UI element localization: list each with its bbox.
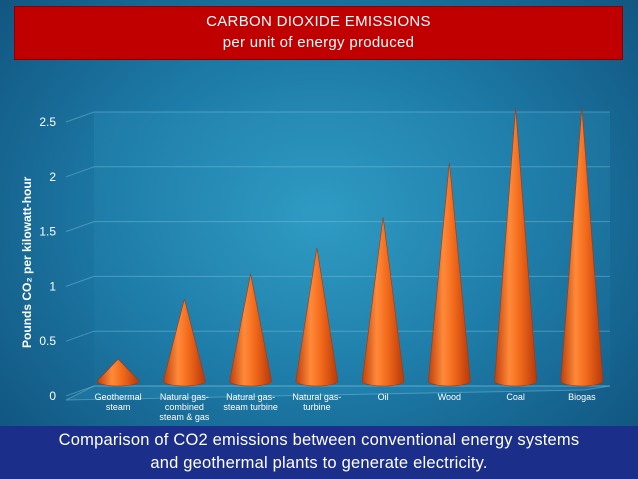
- x-tick-label: Wood: [438, 392, 461, 402]
- cone-bar: [229, 273, 272, 387]
- x-tick-label: Natural gas-: [160, 392, 209, 402]
- x-tick-label: Oil: [378, 392, 389, 402]
- x-tick-label: Coal: [506, 392, 525, 402]
- cone-bar: [560, 107, 604, 387]
- caption-line-1: Comparison of CO2 emissions between conv…: [58, 431, 580, 449]
- gridline-side: [65, 275, 95, 287]
- cone-bar: [428, 162, 471, 387]
- x-tick-label: combined: [165, 402, 204, 412]
- x-tick-label: Natural gas-: [292, 392, 341, 402]
- cone-bar: [96, 358, 140, 387]
- y-tick-label: 1.5: [39, 225, 56, 239]
- y-tick-label: 0: [49, 389, 56, 403]
- x-tick-label: turbine: [303, 402, 331, 412]
- x-tick-label: Natural gas-: [226, 392, 275, 402]
- x-tick-label: Geothermal: [95, 392, 142, 402]
- y-axis-label: Pounds CO₂ per kilowatt-hour: [20, 176, 34, 348]
- x-tick-label: steam & gas: [159, 412, 210, 422]
- x-tick-label: steam: [106, 402, 131, 412]
- chart-subtitle: per unit of energy produced: [222, 34, 415, 51]
- y-tick-label: 1: [49, 279, 56, 293]
- gridline-side: [65, 166, 95, 178]
- cone-bar: [163, 299, 206, 387]
- title-banner: CARBON DIOXIDE EMISSIONS per unit of ene…: [14, 6, 623, 60]
- y-tick-label: 2.5: [39, 115, 56, 129]
- chart-back-wall: [94, 112, 610, 386]
- cone-bar: [295, 247, 339, 387]
- chart-title: CARBON DIOXIDE EMISSIONS: [206, 13, 431, 30]
- gridline-side: [65, 385, 95, 397]
- y-tick-label: 0.5: [39, 334, 56, 348]
- x-tick-label: Biogas: [568, 392, 596, 402]
- cone-bar: [361, 217, 405, 387]
- caption-line-2: and geothermal plants to generate electr…: [150, 454, 488, 472]
- y-tick-label: 2: [49, 170, 56, 184]
- caption-banner: Comparison of CO2 emissions between conv…: [0, 426, 638, 479]
- gridline-side: [65, 111, 95, 123]
- gridline-side: [65, 221, 95, 233]
- cone-bar: [494, 107, 537, 387]
- chart-floor: [65, 385, 611, 401]
- gridline-side: [65, 330, 95, 342]
- x-tick-label: steam turbine: [223, 402, 278, 412]
